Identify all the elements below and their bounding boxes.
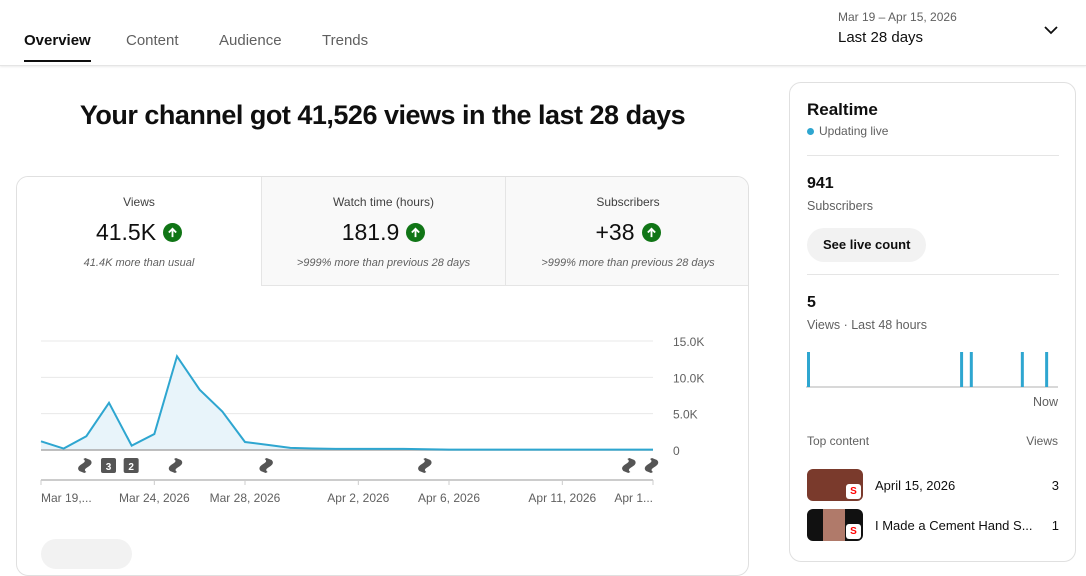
- video-thumbnail: S: [807, 509, 863, 541]
- x-tick-label: Apr 1...: [614, 491, 653, 505]
- shorts-icon: [259, 458, 273, 473]
- top-content-label: Top content: [807, 434, 869, 448]
- shorts-icon: [645, 458, 659, 473]
- metric-comparison: 41.4K more than usual: [17, 257, 261, 269]
- metric-label: Watch time (hours): [262, 195, 505, 209]
- video-views: 3: [1039, 478, 1059, 493]
- shorts-icon: S: [846, 524, 861, 539]
- shorts-icon: [169, 458, 183, 473]
- shorts-icon: [622, 458, 636, 473]
- arrow-up-icon: [642, 223, 661, 242]
- arrow-up-icon: [406, 223, 425, 242]
- now-label: Now: [1033, 395, 1058, 409]
- metric-tab-views[interactable]: Views 41.5K 41.4K more than usual: [17, 177, 261, 286]
- page-title: Your channel got 41,526 views in the las…: [16, 100, 749, 131]
- x-tick-label: Mar 28, 2026: [210, 491, 281, 505]
- video-thumbnail: S: [807, 469, 863, 501]
- y-tick-label: 15.0K: [673, 335, 704, 349]
- video-title: April 15, 2026: [875, 478, 1039, 493]
- upload-count-label: 3: [106, 462, 112, 473]
- date-range-dates: Mar 19 – Apr 15, 2026: [838, 10, 957, 24]
- divider: [807, 274, 1059, 275]
- metric-tab-watch-time[interactable]: Watch time (hours) 181.9 >999% more than…: [261, 177, 505, 286]
- shorts-icon: S: [846, 484, 861, 499]
- x-tick-label: Apr 6, 2026: [418, 491, 480, 505]
- x-tick-label: Apr 2, 2026: [327, 491, 389, 505]
- views-column-label: Views: [1026, 434, 1058, 448]
- metric-comparison: >999% more than previous 28 days: [262, 257, 505, 269]
- arrow-up-icon: [163, 223, 182, 242]
- realtime-views-label: Views · Last 48 hours: [807, 318, 927, 332]
- tab-content[interactable]: Content: [126, 32, 179, 49]
- metric-value: +38: [595, 219, 634, 246]
- metric-label: Subscribers: [506, 195, 749, 209]
- metric-tab-subscribers[interactable]: Subscribers +38 >999% more than previous…: [505, 177, 749, 286]
- x-tick-label: Apr 11, 2026: [528, 491, 596, 505]
- video-views: 1: [1039, 518, 1059, 533]
- live-status-text: Updating live: [819, 124, 888, 138]
- subscriber-count: 941: [807, 175, 834, 193]
- views-chart: 15.0K 10.0K 5.0K 0 Mar 19,... Mar 24, 2026 Mar…: [0, 320, 740, 520]
- shorts-icon: [418, 458, 432, 473]
- x-tick-label: Mar 19,...: [41, 491, 92, 505]
- y-tick-label: 0: [673, 444, 680, 458]
- realtime-bar: [807, 352, 810, 387]
- realtime-panel: Realtime Updating live 941 Subscribers S…: [789, 82, 1076, 562]
- top-content-item[interactable]: S April 15, 2026 3: [807, 469, 1059, 501]
- shorts-icon: [78, 458, 92, 473]
- y-tick-label: 10.0K: [673, 371, 704, 385]
- realtime-bar: [1045, 352, 1048, 387]
- views-line: [41, 356, 653, 449]
- chevron-down-icon[interactable]: [1043, 22, 1059, 38]
- tab-overview[interactable]: Overview: [24, 32, 91, 49]
- divider: [807, 155, 1059, 156]
- area-fill: [41, 356, 653, 450]
- video-title: I Made a Cement Hand S...: [875, 518, 1039, 533]
- top-content-item[interactable]: S I Made a Cement Hand S... 1: [807, 509, 1059, 541]
- realtime-views-count: 5: [807, 294, 816, 312]
- metric-comparison: >999% more than previous 28 days: [506, 257, 749, 269]
- y-tick-label: 5.0K: [673, 408, 698, 422]
- x-tick-label: Mar 24, 2026: [119, 491, 190, 505]
- realtime-bar: [960, 352, 963, 387]
- metric-value: 41.5K: [96, 219, 156, 246]
- subscriber-label: Subscribers: [807, 199, 873, 213]
- live-status: Updating live: [807, 124, 888, 138]
- top-bar: Overview Content Audience Trends Mar 19 …: [0, 0, 1086, 66]
- date-range-selector[interactable]: Mar 19 – Apr 15, 2026 Last 28 days: [838, 10, 957, 46]
- realtime-bar: [1021, 352, 1024, 387]
- metric-value: 181.9: [342, 219, 400, 246]
- realtime-bar: [970, 352, 973, 387]
- date-range-label: Last 28 days: [838, 29, 957, 46]
- realtime-title: Realtime: [807, 100, 878, 120]
- see-more-button[interactable]: [41, 539, 132, 569]
- see-live-count-button[interactable]: See live count: [807, 228, 926, 262]
- live-dot-icon: [807, 128, 814, 135]
- metric-label: Views: [17, 195, 261, 209]
- tab-trends[interactable]: Trends: [322, 32, 368, 49]
- tab-audience[interactable]: Audience: [219, 32, 282, 49]
- realtime-bar-chart: [806, 348, 1060, 388]
- upload-count-label: 2: [128, 462, 134, 473]
